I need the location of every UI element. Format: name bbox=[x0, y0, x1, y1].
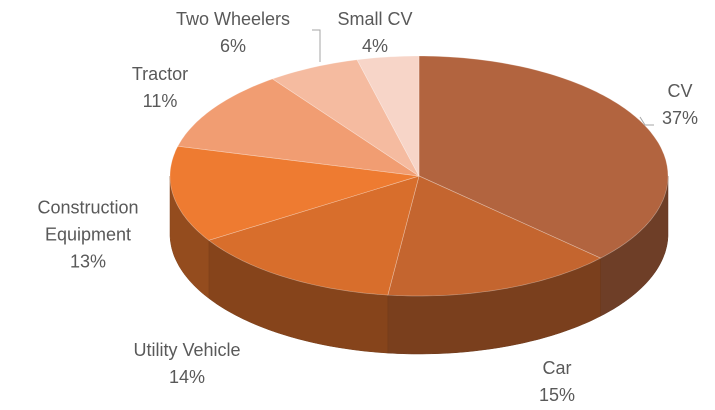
data-label: Small CV 4% bbox=[320, 6, 430, 60]
category-label: Car bbox=[542, 358, 572, 378]
data-label: Tractor 11% bbox=[120, 61, 200, 115]
value-label: 15% bbox=[538, 385, 576, 405]
data-label: Construction Equipment 13% bbox=[13, 195, 163, 276]
value-label: 6% bbox=[219, 36, 246, 56]
category-label: Utility Vehicle bbox=[133, 340, 241, 360]
value-label: 4% bbox=[361, 36, 388, 56]
category-label: Two Wheelers bbox=[175, 9, 291, 29]
category-label: Small CV bbox=[337, 9, 413, 29]
data-label: Utility Vehicle 14% bbox=[102, 337, 272, 391]
category-label: Tractor bbox=[131, 64, 189, 84]
slice bbox=[208, 175, 420, 296]
data-label: CV 37% bbox=[650, 78, 710, 132]
category-label: Construction Equipment bbox=[37, 197, 139, 245]
leader-line bbox=[639, 116, 654, 126]
leader-line bbox=[312, 29, 321, 62]
data-label: Car 15% bbox=[527, 355, 587, 409]
slice bbox=[387, 175, 602, 297]
slice bbox=[271, 59, 420, 177]
value-label: 14% bbox=[168, 367, 206, 387]
value-label: 11% bbox=[142, 91, 178, 111]
slices bbox=[169, 55, 669, 355]
slice bbox=[356, 55, 420, 177]
data-label: Two Wheelers 6% bbox=[153, 6, 313, 60]
slice bbox=[169, 145, 420, 241]
slice bbox=[418, 55, 669, 259]
category-label: CV bbox=[667, 81, 693, 101]
value-label: 13% bbox=[69, 251, 107, 272]
slice bbox=[177, 78, 420, 177]
value-label: 37% bbox=[661, 108, 699, 128]
